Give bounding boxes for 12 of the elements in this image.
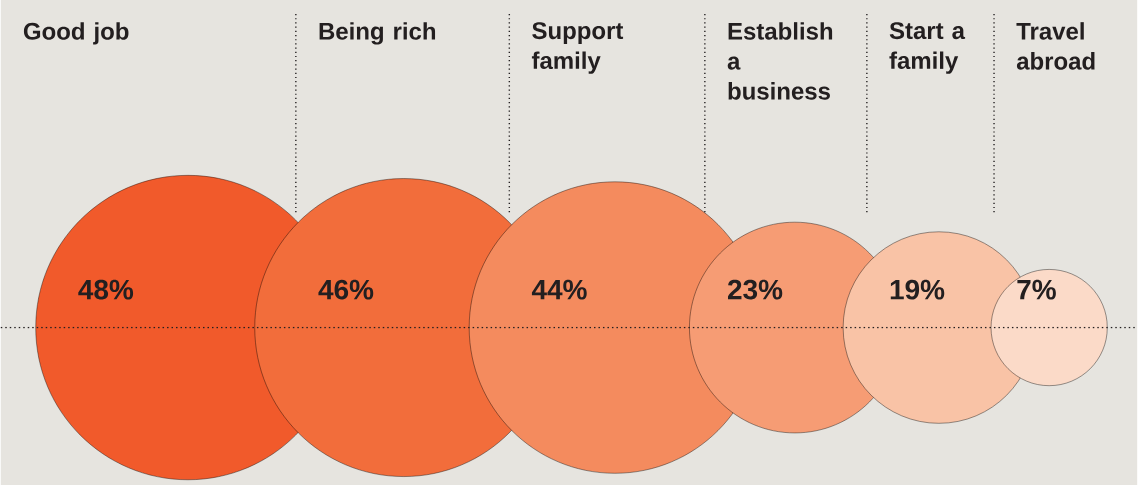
category-label: Being rich (319, 21, 436, 45)
category-label: Start a family (889, 22, 966, 74)
data-label: 23% (728, 279, 783, 300)
data-label: 48% (78, 279, 134, 300)
category-label: Travel abroad (1016, 21, 1095, 70)
category-label: Support family (531, 22, 624, 74)
data-label: 44% (531, 279, 587, 300)
category-label: Establish a business (727, 21, 833, 100)
category-label: Good job (23, 21, 129, 45)
data-label: 46% (318, 279, 374, 300)
data-label: 19% (890, 279, 945, 300)
data-label: 7% (1017, 279, 1056, 300)
